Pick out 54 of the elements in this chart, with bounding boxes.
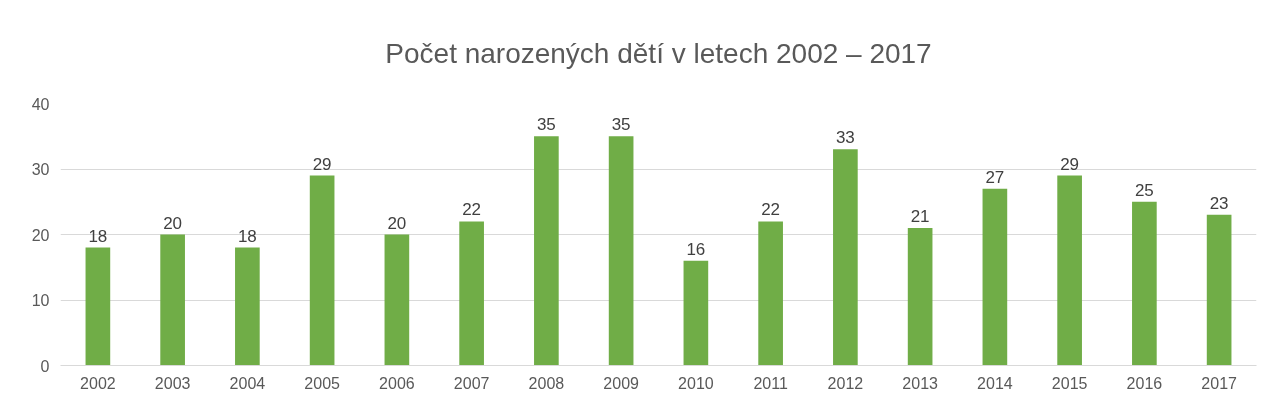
y-tick-label: 20	[31, 226, 50, 244]
bar	[85, 247, 111, 366]
data-label: 22	[462, 200, 482, 220]
x-tick-label: 2014	[977, 374, 1013, 392]
data-label: 18	[237, 226, 257, 246]
x-tick-label: 2004	[229, 374, 266, 392]
data-label: 23	[1209, 193, 1229, 213]
bar	[459, 221, 484, 366]
data-label: 22	[761, 200, 781, 220]
data-label: 20	[387, 213, 407, 233]
chart-title: Počet narozených dětí v letech 2002 – 2017	[385, 37, 932, 69]
x-tick-label: 2003	[154, 374, 191, 392]
data-label: 21	[910, 206, 930, 226]
x-tick-label: 2015	[1051, 374, 1088, 392]
x-tick-label: 2009	[603, 374, 640, 392]
data-label: 18	[88, 226, 108, 246]
bar	[982, 188, 1008, 366]
y-tick-label: 30	[31, 161, 50, 178]
x-tick-label: 2005	[304, 374, 341, 392]
bar	[833, 149, 858, 366]
x-tick-label: 2006	[379, 374, 415, 392]
data-label: 33	[835, 128, 855, 148]
bar	[683, 260, 709, 366]
y-tick-label: 10	[31, 292, 50, 309]
y-tick-label: 0	[40, 357, 50, 375]
x-tick-label: 2017	[1201, 374, 1238, 392]
x-tick-label: 2012	[827, 374, 864, 392]
bar	[309, 175, 335, 366]
data-label: 35	[536, 115, 556, 135]
data-label: 25	[1134, 180, 1154, 200]
x-tick-label: 2008	[528, 374, 565, 392]
bar	[160, 234, 185, 366]
data-label: 29	[1060, 154, 1080, 174]
x-tick-label: 2002	[80, 374, 116, 392]
data-label: 16	[686, 239, 706, 259]
bar	[1132, 201, 1157, 366]
y-tick-label: 40	[31, 95, 50, 113]
bar	[1206, 214, 1232, 366]
bar	[907, 227, 933, 366]
x-tick-label: 2007	[453, 374, 490, 392]
x-tick-label: 2010	[678, 374, 714, 392]
bar	[608, 136, 634, 366]
x-tick-label: 2011	[753, 374, 788, 392]
data-label: 35	[611, 115, 631, 135]
bar	[534, 136, 559, 366]
data-label: 29	[312, 154, 332, 174]
x-tick-label: 2016	[1126, 374, 1163, 392]
bar	[758, 221, 783, 366]
data-label: 20	[163, 213, 183, 233]
bar	[235, 247, 260, 366]
data-label: 27	[985, 167, 1005, 187]
bar	[1057, 175, 1082, 366]
x-tick-label: 2013	[902, 374, 939, 392]
bar	[384, 234, 410, 366]
